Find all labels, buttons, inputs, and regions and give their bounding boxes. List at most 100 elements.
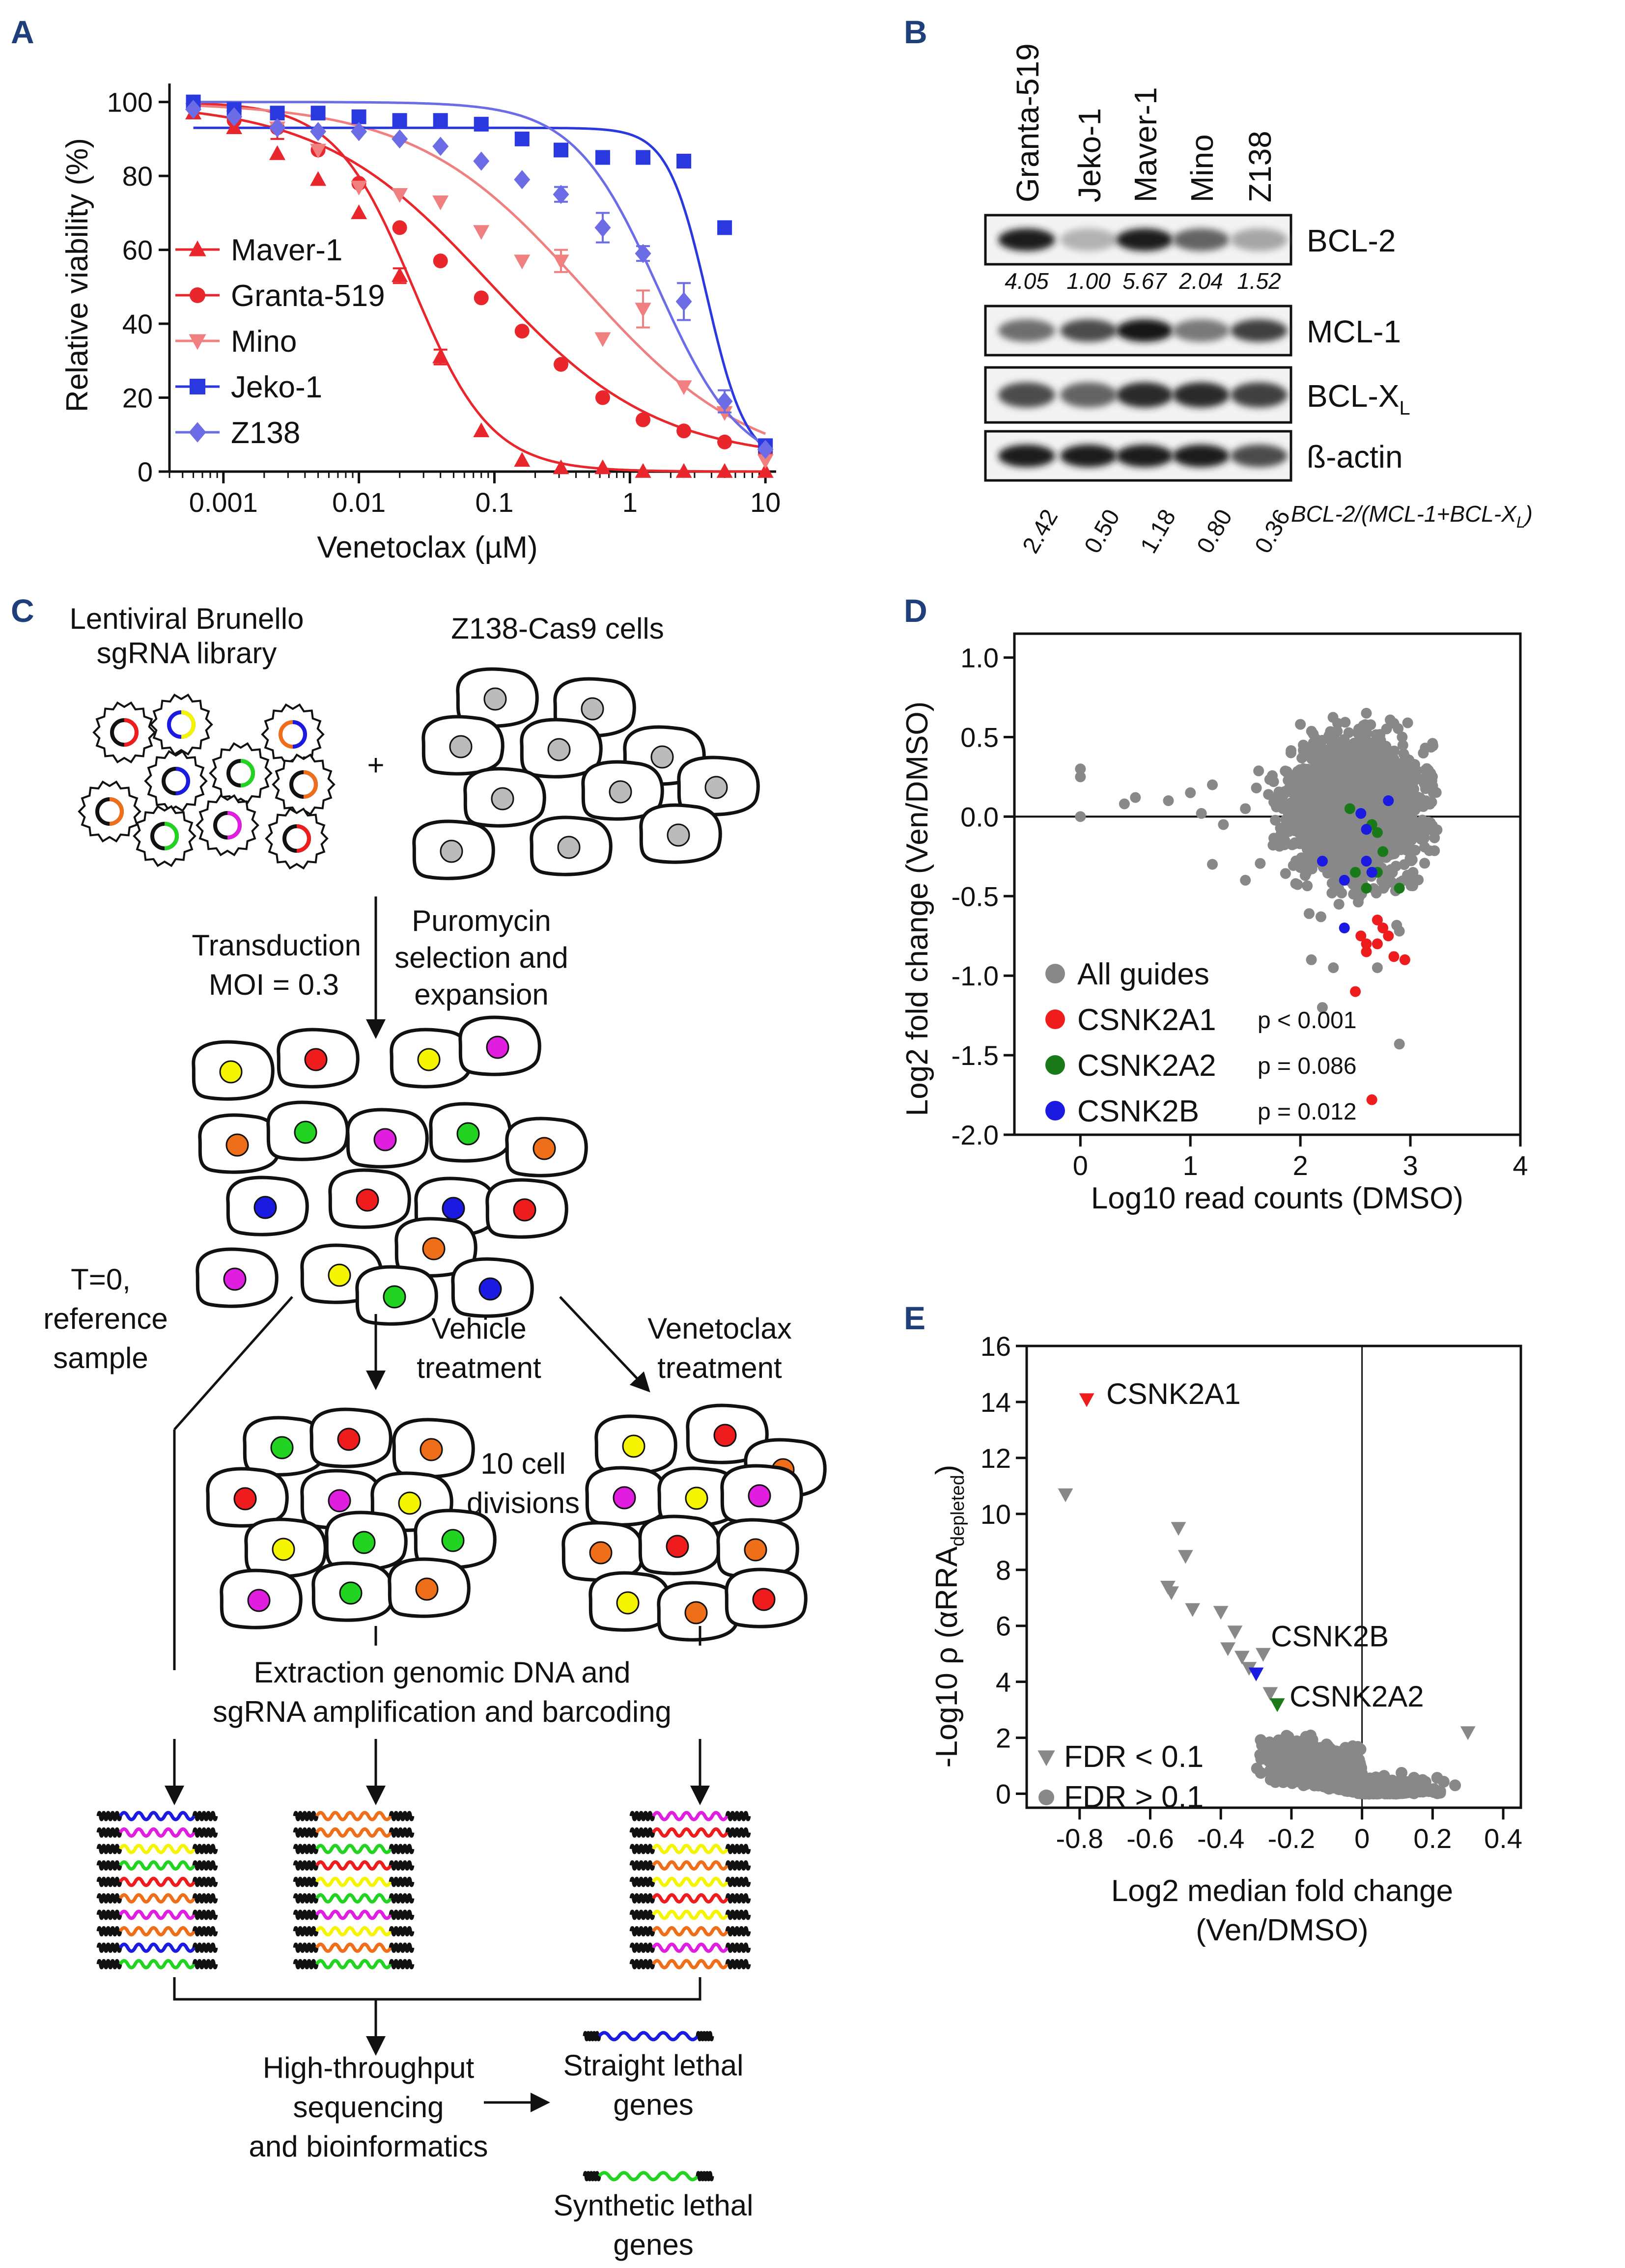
a-point-jeko-1 [433,113,448,128]
d-guide-point [1371,764,1382,775]
b-band [1060,319,1117,342]
d-guide-point [1345,761,1356,772]
a-point-maver-1 [716,463,733,478]
d-guide-point [1428,787,1439,798]
b-ratio-label-close: ) [1523,501,1533,527]
e-fdr-low-point [1058,1488,1073,1503]
gene-straight-lethal [598,2031,699,2042]
d-point-all-guides [1119,798,1130,810]
a-legend-label: Mino [231,325,297,359]
d-guide-point [1399,859,1410,870]
read-barcode [96,1926,122,1936]
d-point-all-guides [1405,795,1416,806]
d-legend-marker [1045,1009,1065,1029]
e-plot-frame [1025,1344,1522,1809]
read-barcode [192,1926,218,1936]
a-point-z138 [351,122,367,141]
d-point-all-guides [1240,874,1251,886]
d-y-tick-label: 0.0 [960,801,999,832]
read-sgrna [315,1844,392,1854]
a-point-mino [392,188,408,203]
e-gene-point [1434,1787,1446,1799]
d-guide-point [1286,747,1296,758]
e-y-tick-label: 12 [981,1443,1011,1474]
virus-sgrna-arc [240,759,255,787]
a-curve-mino [193,104,766,435]
d-guide-point [1414,792,1426,804]
e-legend-label: FDR > 0.1 [1064,1780,1204,1814]
read-sgrna [315,1959,392,1969]
panel-b-western-blot: B Granta-519 Jeko-1 Maver-1 Mino Z138 BCL-24… [904,14,1533,558]
d-guide-point [1328,806,1339,817]
e-x-tick-label: -0.6 [1126,1823,1174,1854]
panel-label-a: A [11,14,34,50]
e-gene-point [1277,1756,1289,1768]
d-guide-point [1385,747,1397,758]
d-y-tick-label: -1.5 [952,1040,999,1071]
d-point-all-guides [1075,771,1086,783]
read-barcode [293,1926,319,1936]
read-barcode [629,1893,655,1904]
a-legend-label: Z138 [231,416,300,450]
d-guide-point [1397,740,1408,751]
virus-capsid [78,780,141,843]
e-legend-marker [1037,1750,1055,1766]
read-barcode [725,1827,751,1838]
e-gene-point [1311,1754,1323,1766]
d-x-tick-label: 1 [1183,1150,1198,1181]
d-guide-point [1327,712,1339,723]
d-guide-point [1326,887,1338,898]
e-gene-point [1353,1772,1366,1785]
a-y-tick-label: 60 [122,235,153,266]
d-y-tick-label: -2.0 [952,1120,999,1150]
extraction-line2: sgRNA amplification and barcoding [213,1695,672,1728]
d-guide-point [1378,837,1389,848]
read-sgrna [315,1942,392,1953]
read-barcode [389,1844,415,1854]
d-legend-marker [1045,1055,1065,1075]
e-gene-point [1371,1782,1383,1794]
read-barcode [192,1959,218,1969]
d-guide-point [1280,868,1291,879]
virus-capsid [196,794,259,857]
d-point-csnk2b [1317,856,1328,867]
read-barcode [293,1909,319,1920]
d-guide-point [1371,754,1382,765]
divisions-line2: divisions [467,1486,580,1519]
cell-nucleus-gray [704,776,728,799]
d-point-csnk2a2 [1361,883,1372,894]
e-fdr-low-point [1185,1603,1201,1617]
read-barcode [725,1909,751,1920]
d-guide-point [1353,892,1365,903]
a-point-jeko-1 [595,150,610,165]
read-barcode [389,1827,415,1838]
d-point-all-guides [1075,811,1086,822]
cell-nucleus-vehicle [337,1428,361,1451]
e-gene-point [1317,1773,1329,1786]
a-y-axis-label: Relative viability (%) [60,138,94,412]
e-gene-point [1402,1783,1415,1795]
read-barcode [725,1876,751,1887]
a-point-z138 [594,218,611,237]
e-gene-point [1292,1764,1305,1776]
cell-nucleus-colored [513,1198,536,1222]
d-point-csnk2a2 [1394,883,1405,894]
b-bcl2-value: 5.67 [1122,268,1167,294]
cell-nucleus-venetoclax [713,1424,737,1447]
d-guide-point [1263,789,1274,800]
d-guide-point [1305,767,1316,778]
b-band [1231,382,1288,408]
cell-nucleus-venetoclax [684,1601,708,1624]
a-point-granta-519 [595,390,610,405]
e-y-tick-label: 0 [996,1779,1011,1810]
e-gene-point [1349,1747,1361,1759]
d-guide-point [1405,880,1417,891]
a-point-granta-519 [676,423,692,439]
b-column-label: Jeko-1 [1072,108,1107,202]
read-barcode [725,1942,751,1953]
b-blot-label-main: BCL-X [1307,378,1400,414]
read-sgrna [315,1909,392,1920]
virus-sgrna-arc [181,710,196,739]
d-point-csnk2a1 [1355,930,1367,942]
read-barcode [192,1844,218,1854]
